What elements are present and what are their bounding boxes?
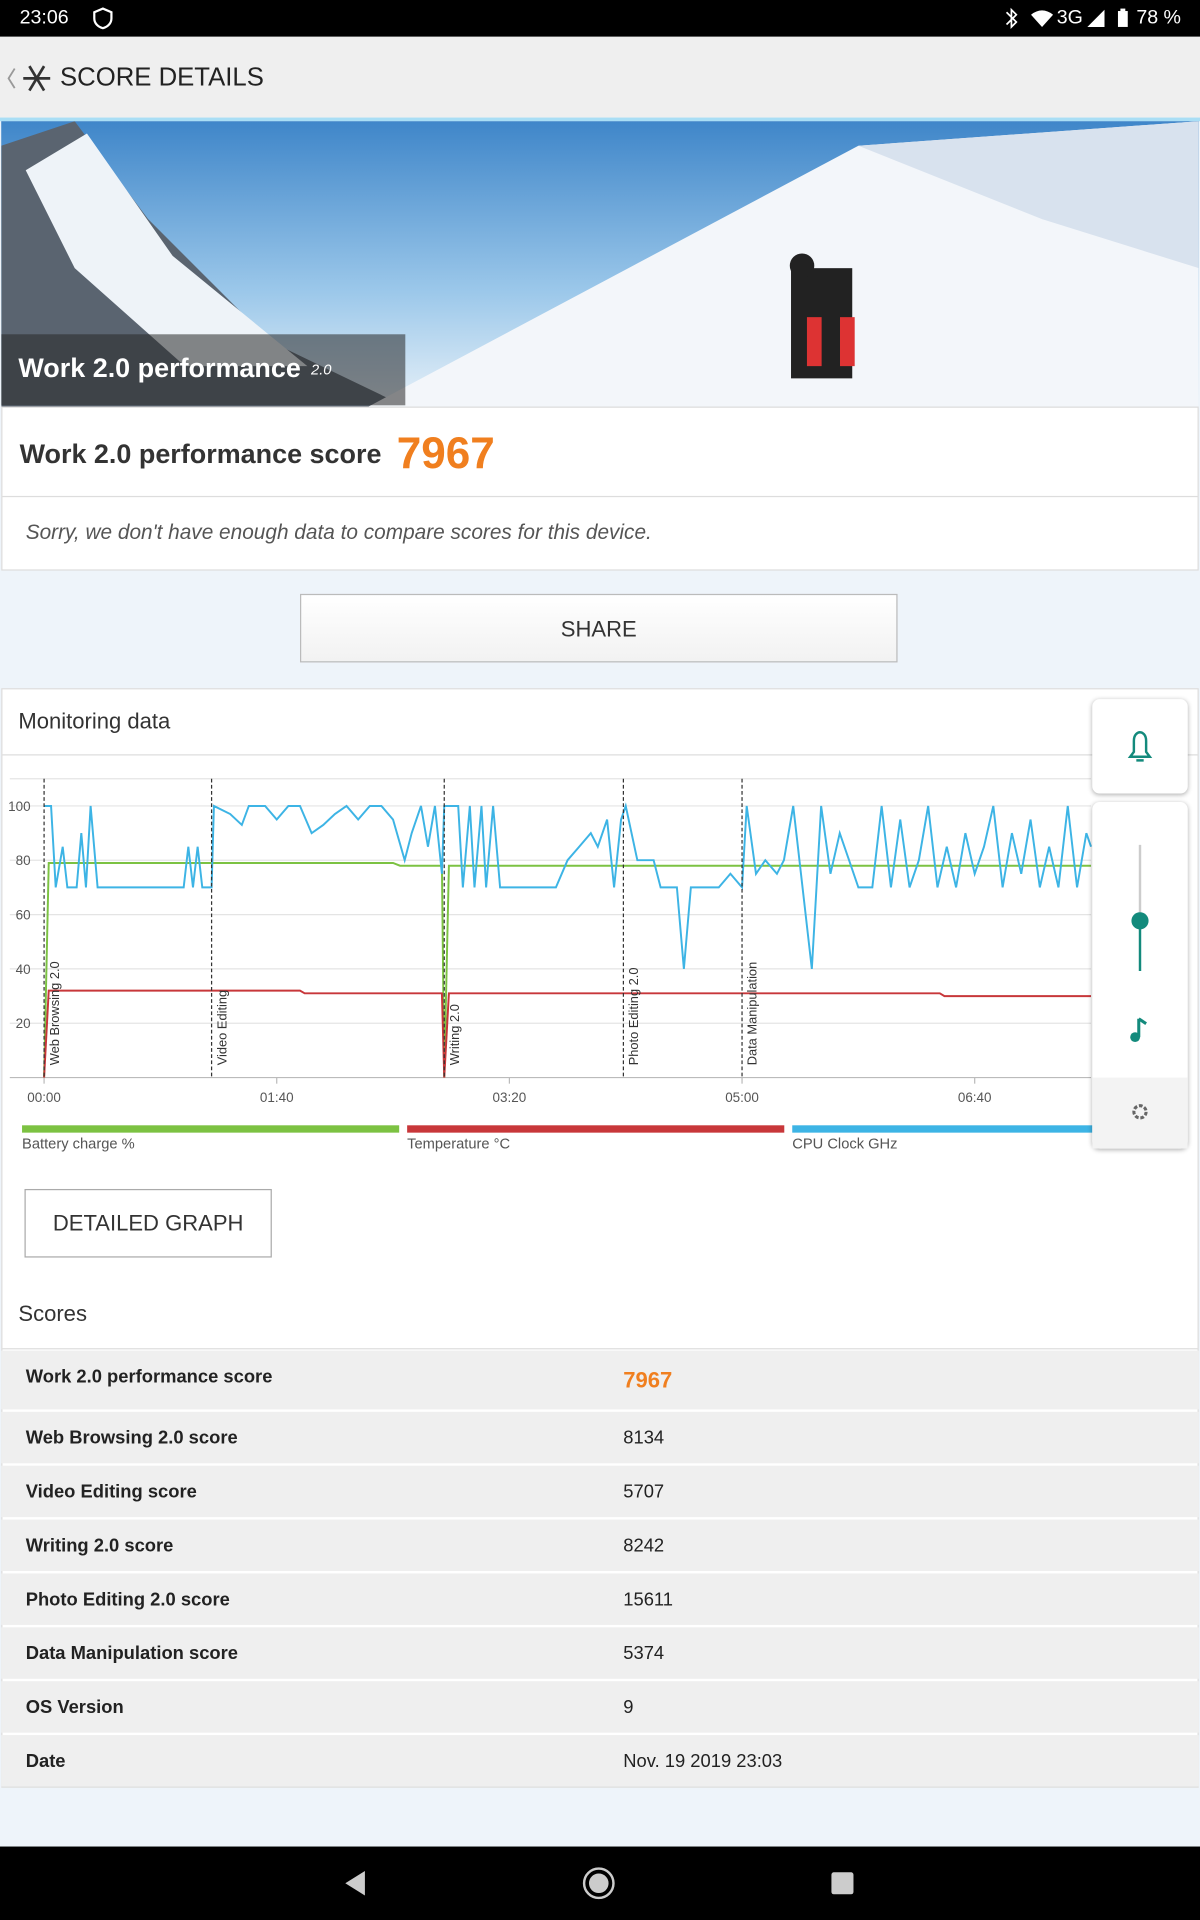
phase-label: Web Browsing 2.0 <box>47 961 62 1065</box>
signal-icons <box>1005 7 1054 30</box>
score-row: Data Manipulation score 5374 <box>1 1627 1199 1679</box>
score-label: Work 2.0 performance score <box>19 438 382 469</box>
score-row: Web Browsing 2.0 score 8134 <box>1 1411 1199 1464</box>
legend-label: CPU Clock GHz <box>792 1137 897 1153</box>
score-value: 8134 <box>623 1427 665 1449</box>
nav-bar <box>0 1846 1200 1920</box>
cell-battery-icons <box>1087 8 1128 27</box>
y-tick-label: 20 <box>16 1016 31 1031</box>
score-value: 8242 <box>623 1535 665 1557</box>
y-tick-label: 40 <box>16 962 31 977</box>
score-name: Web Browsing 2.0 score <box>25 1427 238 1449</box>
score-value: 7967 <box>623 1367 673 1393</box>
score-name: Photo Editing 2.0 score <box>25 1589 230 1611</box>
score-row: Date Nov. 19 2019 23:03 <box>1 1735 1199 1787</box>
monitoring-title: Monitoring data <box>18 708 171 734</box>
score-card: Work 2.0 performance score 7967 Sorry, w… <box>1 406 1199 571</box>
x-tick-label: 06:40 <box>958 1090 992 1105</box>
scores-title: Scores <box>18 1301 87 1327</box>
nav-back[interactable] <box>345 1871 365 1896</box>
score-value: Nov. 19 2019 23:03 <box>623 1751 783 1772</box>
score-value: 7967 <box>396 427 495 478</box>
nav-home[interactable] <box>582 1867 615 1900</box>
score-row: Work 2.0 performance score 7967 <box>1 1350 1199 1410</box>
y-tick-label: 100 <box>8 799 30 814</box>
clock: 23:06 <box>19 7 69 29</box>
score-value: 9 <box>623 1697 634 1718</box>
nav-recent[interactable] <box>831 1872 854 1895</box>
share-button[interactable]: SHARE <box>300 593 898 663</box>
score-name: OS Version <box>25 1697 124 1718</box>
legend-swatch <box>792 1125 1170 1133</box>
status-bar: 23:06 3G 78 % <box>0 0 1200 37</box>
network-type: 3G <box>1056 7 1083 29</box>
app-bar: SCORE DETAILS <box>0 36 1200 122</box>
banner: Work 2.0 performance 2.0 <box>1 121 1199 407</box>
phase-label: Photo Editing 2.0 <box>626 967 641 1065</box>
monitoring-chart: 20 40 60 80 100 00:00 01:40 03:20 05:00 06:40 Batt… <box>8 778 1170 1153</box>
banner-caption: Work 2.0 performance 2.0 <box>1 334 406 406</box>
compare-note: Sorry, we don't have enough data to comp… <box>25 520 652 544</box>
y-tick-label: 80 <box>16 853 31 868</box>
score-name: Data Manipulation score <box>25 1643 239 1665</box>
score-value: 5374 <box>623 1643 665 1665</box>
series-line <box>43 862 1092 1078</box>
legend-swatch <box>22 1125 400 1133</box>
score-name: Writing 2.0 score <box>25 1535 174 1557</box>
screen-title: SCORE DETAILS <box>60 63 264 92</box>
series-line <box>43 989 1092 1078</box>
shield-icon <box>93 7 113 30</box>
score-name: Work 2.0 performance score <box>25 1366 273 1388</box>
detailed-graph-button[interactable]: DETAILED GRAPH <box>24 1188 272 1258</box>
battery-level: 78 % <box>1136 7 1181 29</box>
score-name: Video Editing score <box>25 1481 197 1503</box>
banner-version: 2.0 <box>311 361 332 379</box>
x-tick-label: 03:20 <box>493 1090 527 1105</box>
score-row: Video Editing score 5707 <box>1 1465 1199 1518</box>
score-row: Writing 2.0 score 8242 <box>1 1519 1199 1572</box>
legend-label: Battery charge % <box>22 1137 135 1153</box>
phase-label: Writing 2.0 <box>447 1004 462 1065</box>
banner-title: Work 2.0 performance <box>18 352 301 384</box>
series-line <box>44 802 1092 970</box>
legend-swatch <box>407 1125 785 1133</box>
x-tick-label: 01:40 <box>260 1090 294 1105</box>
score-row: Photo Editing 2.0 score 15611 <box>1 1573 1199 1625</box>
score-value: 15611 <box>623 1589 673 1611</box>
x-tick-label: 05:00 <box>725 1090 759 1105</box>
score-value: 5707 <box>623 1481 665 1503</box>
phase-label: Video Editing <box>214 990 229 1065</box>
y-tick-label: 60 <box>16 907 31 922</box>
phase-label: Data Manipulation <box>745 962 760 1066</box>
notification-widget[interactable] <box>1092 699 1188 794</box>
volume-widget[interactable] <box>1092 802 1188 1149</box>
x-tick-label: 00:00 <box>27 1090 61 1105</box>
legend-label: Temperature °C <box>407 1137 510 1153</box>
score-row: OS Version 9 <box>1 1681 1199 1733</box>
score-name: Date <box>25 1751 66 1772</box>
back-button[interactable] <box>4 61 55 95</box>
